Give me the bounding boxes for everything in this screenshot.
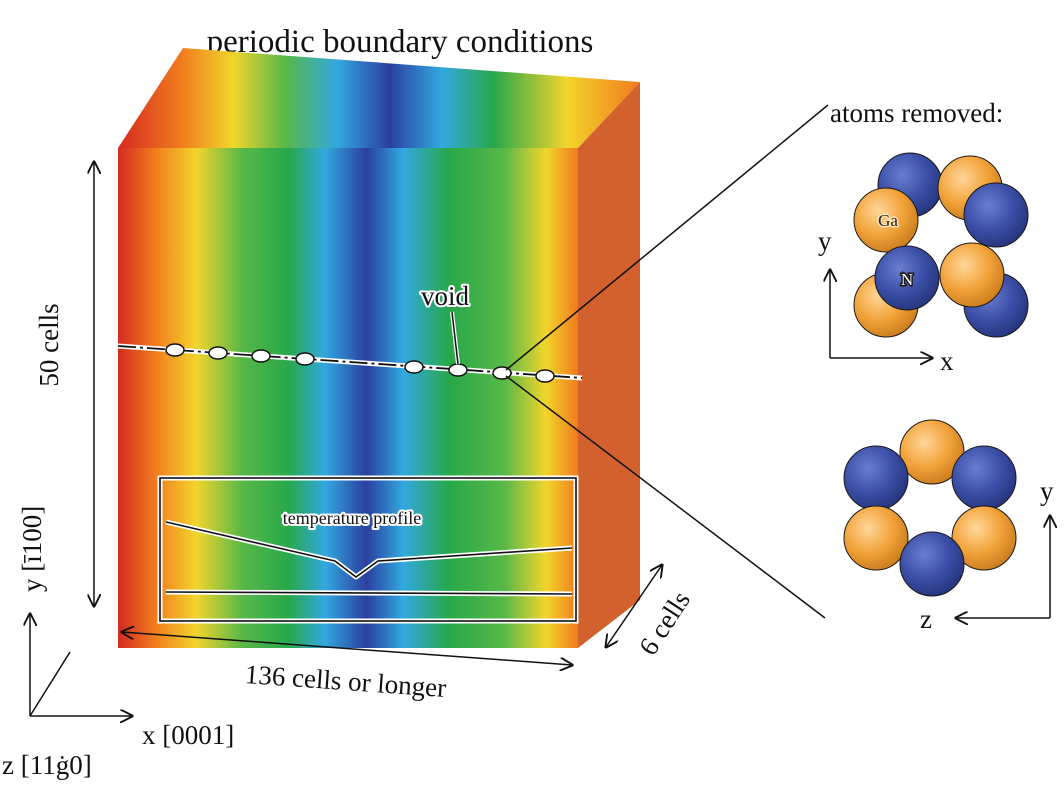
temperature-profile-panel: temperature profile [157,475,579,624]
cluster2-z-label: z [920,604,932,634]
temperature-curve [165,521,573,578]
atoms-xy-view: y x Ga N [818,152,1029,376]
cluster2-y-label: y [1040,476,1054,506]
void-marker [251,349,271,363]
zoom-line-lower [505,375,826,619]
z-axis-line [29,651,71,717]
depth-label: 6 cells [633,586,696,661]
nitrogen-atom [963,182,1029,248]
gallium-atom [843,505,909,571]
box-side-face [578,82,640,648]
nitrogen-atom [951,445,1017,511]
nitrogen-atom [899,531,965,597]
void-label: void [421,281,470,311]
nitrogen-atom [843,445,909,511]
gallium-atom [939,242,1005,308]
cluster1-x-label: x [940,346,954,376]
atoms-yz-view: y z [843,419,1054,634]
void-marker [165,343,185,357]
box-top-face [118,48,640,148]
zoom-line-upper [505,104,829,371]
n-label: N [901,270,913,289]
length-label: 136 cells or longer [244,659,447,703]
y-axis-label: y [ī100] [17,506,47,592]
void-marker [404,360,424,374]
z-axis-label: z [11ġ0] [2,750,92,780]
void-pointer [451,311,459,365]
gallium-atom [899,419,965,485]
cluster1-y-label: y [818,226,832,256]
box-front-face [118,148,578,648]
depth-arrow [606,565,662,647]
gallium-atom [853,187,919,253]
main-axes: y [ī100] x [0001] z [11ġ0] [2,506,234,780]
void-marker [535,369,555,383]
temperature-profile-label: temperature profile [283,508,421,528]
void-marker [208,346,228,360]
void-marker [448,363,468,377]
x-axis-label: x [0001] [142,720,234,750]
nitrogen-atom [874,245,940,311]
atoms-removed-label: atoms removed: [830,98,1003,128]
height-label: 50 cells [34,303,64,386]
void-marker [295,352,315,366]
simulation-box [118,48,640,648]
length-arrow [122,632,572,665]
temperature-baseline [165,591,573,595]
ga-label: Ga [878,211,898,230]
gallium-atom [951,505,1017,571]
figure-title: periodic boundary conditions [207,24,594,60]
